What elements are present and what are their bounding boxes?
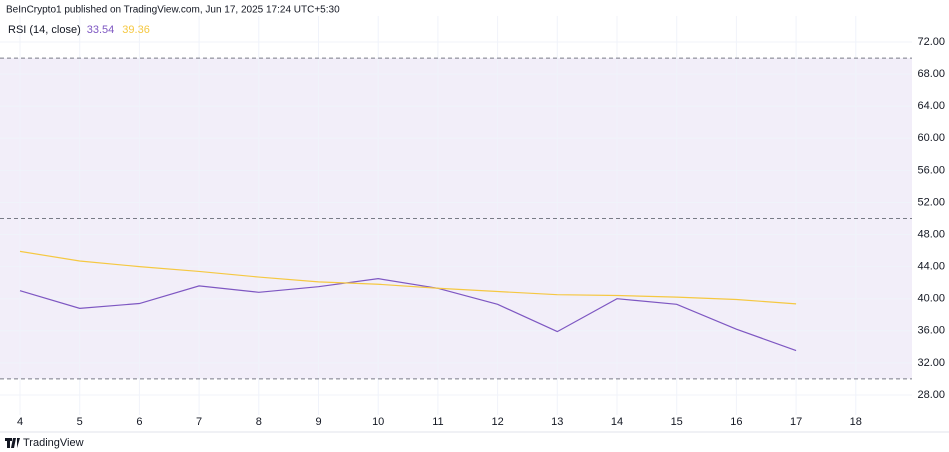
x-tick-label: 15 bbox=[671, 416, 683, 428]
indicator-name: RSI (14, close) bbox=[8, 24, 81, 36]
x-tick-label: 18 bbox=[850, 416, 862, 428]
legend-value: 39.36 bbox=[122, 24, 150, 36]
y-tick-label: 56.00 bbox=[917, 164, 945, 176]
x-tick-label: 5 bbox=[77, 416, 83, 428]
y-tick-label: 68.00 bbox=[917, 68, 945, 80]
y-tick-label: 44.00 bbox=[917, 261, 945, 273]
series-line bbox=[19, 278, 797, 352]
footer-logo: TradingView bbox=[5, 437, 84, 449]
legend-value: 33.54 bbox=[87, 24, 115, 36]
x-tick-label: 8 bbox=[256, 416, 262, 428]
x-tick-label: 6 bbox=[136, 416, 142, 428]
y-tick-label: 48.00 bbox=[917, 228, 945, 240]
x-tick-label: 12 bbox=[491, 416, 503, 428]
x-tick-label: 17 bbox=[790, 416, 802, 428]
y-tick-label: 40.00 bbox=[917, 293, 945, 305]
y-tick-label: 72.00 bbox=[917, 36, 945, 48]
x-tick-label: 9 bbox=[315, 416, 321, 428]
x-tick-label: 4 bbox=[17, 416, 23, 428]
x-tick-label: 13 bbox=[551, 416, 563, 428]
y-tick-label: 36.00 bbox=[917, 325, 945, 337]
footer-text: TradingView bbox=[23, 437, 84, 449]
x-tick-label: 7 bbox=[196, 416, 202, 428]
x-tick-label: 16 bbox=[730, 416, 742, 428]
x-tick-label: 10 bbox=[372, 416, 384, 428]
plot bbox=[0, 16, 912, 415]
x-tick-label: 11 bbox=[432, 416, 443, 428]
y-tick-label: 52.00 bbox=[917, 196, 945, 208]
y-tick-label: 32.00 bbox=[917, 357, 945, 369]
series-line bbox=[19, 250, 797, 305]
x-tick-label: 14 bbox=[611, 416, 623, 428]
y-tick-label: 28.00 bbox=[917, 389, 945, 401]
header: BeInCrypto1 published on TradingView.com… bbox=[6, 5, 340, 16]
y-tick-label: 64.00 bbox=[917, 100, 945, 112]
y-tick-label: 60.00 bbox=[917, 132, 945, 144]
